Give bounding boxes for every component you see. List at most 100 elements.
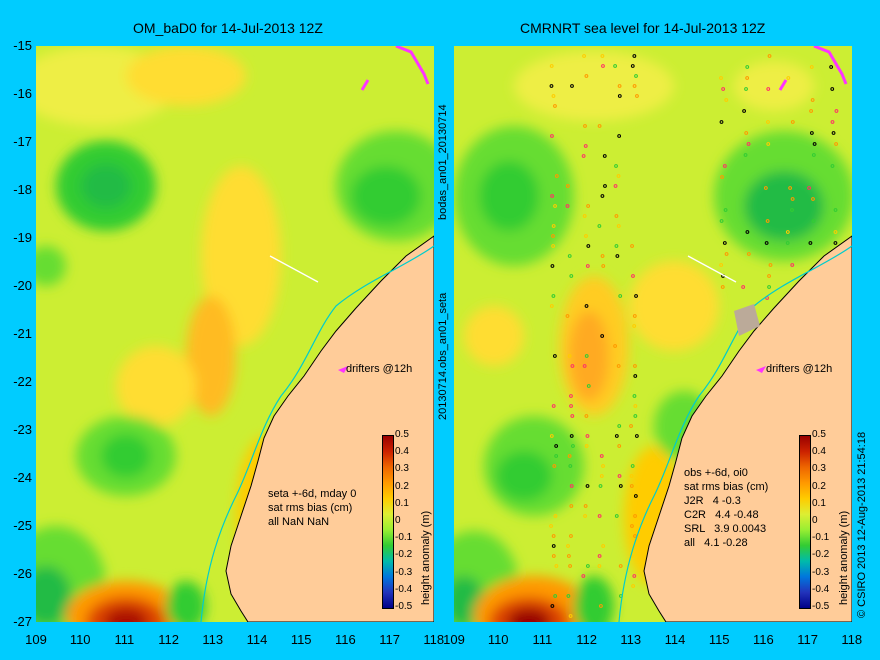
observation-point xyxy=(632,54,637,58)
observation-point xyxy=(632,84,637,88)
colorbar-tick-label: -0.3 xyxy=(812,566,830,578)
y-tick-label: -26 xyxy=(13,566,32,581)
right-colorbar-title: height anomaly (m) xyxy=(838,510,850,605)
observation-point xyxy=(632,394,637,398)
observation-point xyxy=(633,514,637,518)
observation-point xyxy=(597,564,602,568)
observation-point xyxy=(741,285,746,289)
observation-point xyxy=(743,153,748,157)
observation-point xyxy=(807,186,811,190)
observation-point xyxy=(613,344,617,348)
observation-point xyxy=(570,364,575,368)
observation-point xyxy=(565,314,570,318)
observation-point xyxy=(551,224,556,228)
observation-point xyxy=(834,142,838,146)
observation-point xyxy=(614,434,619,438)
observation-point xyxy=(583,124,587,128)
observation-point xyxy=(584,354,589,358)
observation-point xyxy=(632,314,637,318)
observation-point xyxy=(810,98,815,102)
y-tick-label: -19 xyxy=(13,230,32,245)
observation-point xyxy=(585,484,590,488)
observation-point xyxy=(635,94,639,98)
y-tick-label: -21 xyxy=(13,326,32,341)
observation-point xyxy=(766,120,770,124)
observation-point xyxy=(808,241,813,245)
observation-point xyxy=(631,274,635,278)
observation-point xyxy=(790,263,795,267)
observation-point xyxy=(618,484,623,488)
right-map-panel xyxy=(454,46,852,622)
right-colorbar xyxy=(799,435,811,609)
y-tick-label: -15 xyxy=(13,38,32,53)
observation-point xyxy=(809,65,814,69)
colorbar-tick-label: 0.5 xyxy=(812,429,826,440)
observation-point xyxy=(809,109,813,113)
observation-point xyxy=(834,109,839,113)
observation-point xyxy=(570,414,575,418)
observation-point xyxy=(600,54,605,58)
y-tick-label: -27 xyxy=(13,614,32,629)
observation-point xyxy=(598,484,603,488)
observation-point xyxy=(630,64,635,68)
observation-point xyxy=(629,424,633,428)
observation-point xyxy=(766,142,771,146)
colorbar-tick-label: 0.1 xyxy=(395,497,409,509)
observation-point xyxy=(790,197,795,201)
observation-point xyxy=(569,534,573,538)
observation-point xyxy=(629,474,634,478)
observation-point xyxy=(788,186,793,190)
observation-point xyxy=(584,304,589,308)
observation-point xyxy=(551,94,556,98)
x-tick-label: 117 xyxy=(379,632,400,647)
observation-point xyxy=(582,214,587,218)
observation-point xyxy=(550,194,555,198)
y-tick-label: -23 xyxy=(13,422,32,437)
observation-point xyxy=(566,594,571,598)
observation-point xyxy=(597,554,602,558)
observation-point xyxy=(809,131,814,135)
observation-point xyxy=(567,254,572,258)
observation-point xyxy=(550,264,555,268)
x-tick-label: 111 xyxy=(114,632,135,647)
observation-point xyxy=(551,234,555,238)
observation-point xyxy=(630,244,634,248)
colorbar-tick-label: 0.2 xyxy=(812,480,826,492)
observation-point xyxy=(830,87,835,91)
observation-point xyxy=(553,104,557,108)
colorbar-tick-label: -0.1 xyxy=(395,532,413,544)
colorbar-tick-label: -0.2 xyxy=(812,549,830,561)
colorbar-tick-label: 0 xyxy=(812,515,818,526)
x-tick-label: 114 xyxy=(664,632,686,647)
observation-point xyxy=(833,208,838,212)
observation-point xyxy=(585,264,590,268)
colorbar-tick-label: -0.4 xyxy=(395,583,413,595)
colorbar-tick-label: 0.5 xyxy=(395,429,409,440)
observation-point xyxy=(829,65,834,69)
observation-point xyxy=(581,154,586,158)
observation-point xyxy=(568,464,573,468)
observation-point xyxy=(613,184,618,188)
observation-point xyxy=(767,54,772,58)
observation-point xyxy=(633,404,638,408)
observation-point xyxy=(599,474,604,478)
observation-point xyxy=(549,434,554,438)
colorbar-tick-label: 0 xyxy=(395,515,401,526)
observation-point xyxy=(765,219,770,223)
observation-point xyxy=(600,254,605,258)
observation-point xyxy=(569,484,574,488)
x-tick-label: 117 xyxy=(797,632,818,647)
x-tick-label: 114 xyxy=(246,632,268,647)
y-tick-label: -18 xyxy=(13,182,32,197)
observation-point xyxy=(811,197,815,201)
observation-point xyxy=(553,514,558,518)
x-tick-label: 112 xyxy=(158,632,179,647)
observation-point xyxy=(616,364,621,368)
observation-point xyxy=(720,175,724,179)
left-colorbar-title: height anomaly (m) xyxy=(420,510,432,605)
y-tick-label: -24 xyxy=(13,470,32,485)
observation-point xyxy=(569,504,574,508)
observation-point xyxy=(614,214,619,218)
y-tick-label: -16 xyxy=(13,86,32,101)
observation-point xyxy=(586,384,591,388)
